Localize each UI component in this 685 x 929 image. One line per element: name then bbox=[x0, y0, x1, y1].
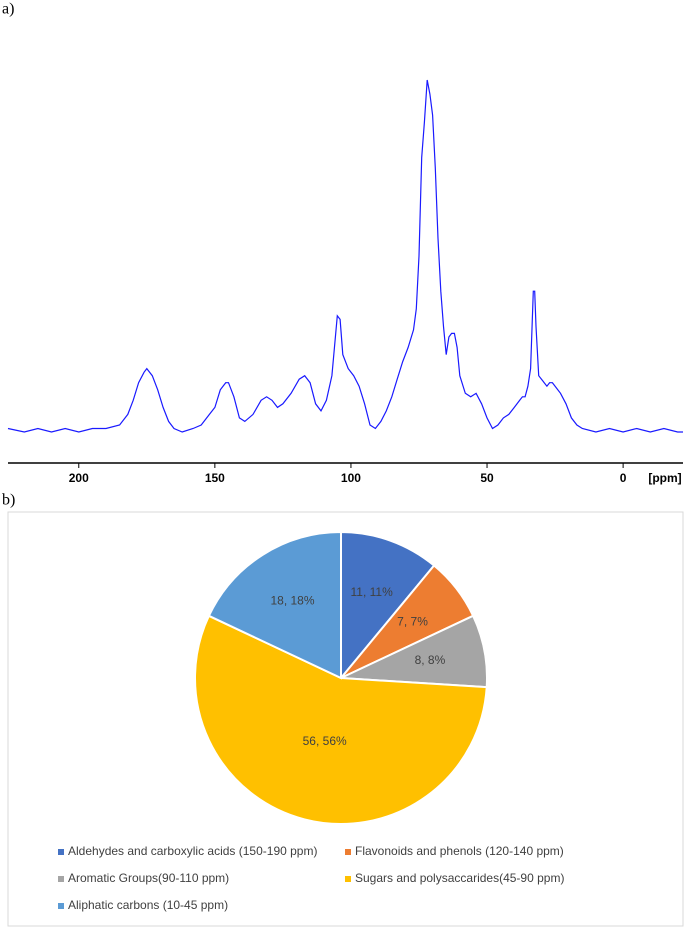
legend-swatch bbox=[345, 876, 351, 882]
panel-label: b) bbox=[2, 492, 15, 509]
legend-label: Sugars and polysaccarides(45-90 ppm) bbox=[355, 871, 564, 885]
pie-frame bbox=[7, 511, 684, 927]
slice-label: 18, 18% bbox=[270, 594, 314, 608]
legend-swatch bbox=[58, 876, 64, 882]
pie-slice bbox=[340, 530, 436, 681]
slice-label: 8, 8% bbox=[415, 653, 446, 667]
spectrum-line bbox=[7, 79, 683, 433]
x-axis-label: [ppm] bbox=[648, 471, 681, 485]
slice-label: 7, 7% bbox=[397, 615, 428, 629]
x-tick-label: 50 bbox=[480, 471, 494, 485]
legend-swatch bbox=[58, 849, 64, 855]
slice-label: 56, 56% bbox=[303, 734, 347, 748]
x-tick-label: 150 bbox=[205, 471, 225, 485]
pie-slice bbox=[207, 530, 342, 680]
x-tick-label: 200 bbox=[69, 471, 89, 485]
legend-label: Aldehydes and carboxylic acids (150-190 … bbox=[68, 844, 317, 858]
pie-slice bbox=[194, 614, 488, 825]
x-tick-label: 100 bbox=[341, 471, 361, 485]
legend-label: Aliphatic carbons (10-45 ppm) bbox=[68, 898, 228, 912]
slice-label: 11, 11% bbox=[351, 585, 394, 599]
x-tick-label: 0 bbox=[620, 471, 627, 485]
legend-swatch bbox=[345, 849, 351, 855]
legend-swatch bbox=[58, 903, 64, 909]
panel-label: a) bbox=[2, 1, 14, 18]
legend-label: Aromatic Groups(90-110 ppm) bbox=[68, 871, 229, 885]
legend-label: Flavonoids and phenols (120-140 ppm) bbox=[355, 844, 564, 858]
